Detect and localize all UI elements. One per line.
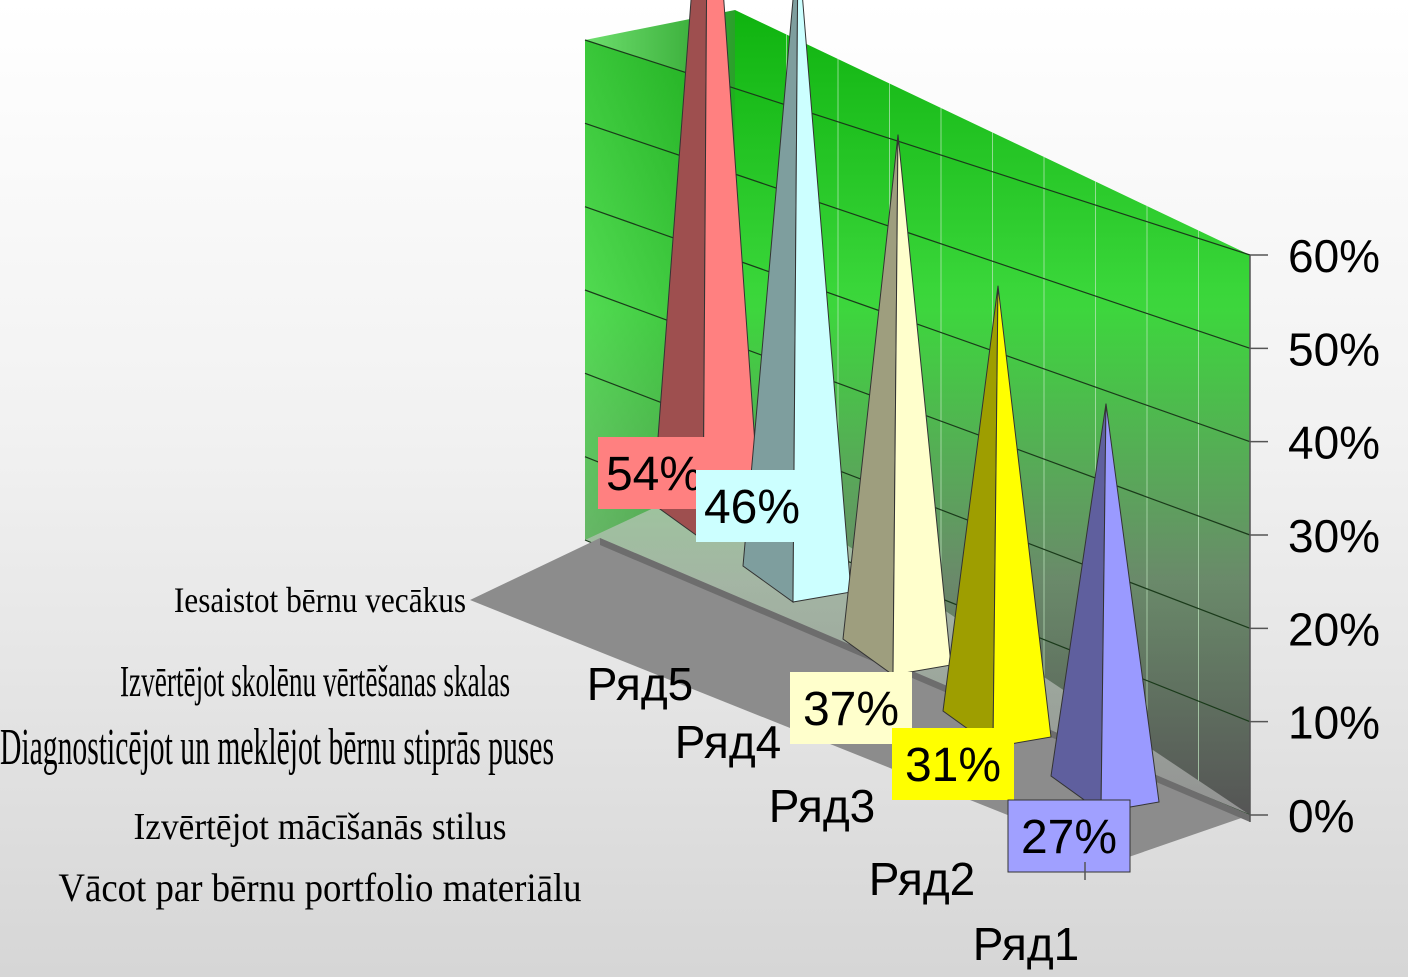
y-tick-label: 60% <box>1288 230 1380 282</box>
series-label: Ряд4 <box>675 716 782 768</box>
value-axis: 0% 10% 20% 30% 40% 50% 60% <box>1249 230 1380 842</box>
series-label: Ряд1 <box>973 918 1080 970</box>
data-label-box <box>790 672 912 744</box>
series-axis: Ряд1 Ряд2 Ряд3 Ряд4 Ряд5 <box>587 658 1086 970</box>
data-label: 37% <box>803 683 899 736</box>
pyramid-face-right <box>892 134 952 676</box>
pyramids <box>652 0 1160 813</box>
y-tick-label: 0% <box>1288 790 1354 842</box>
series-label: Ряд5 <box>587 658 694 710</box>
data-label: 31% <box>905 739 1001 792</box>
y-tick-label: 20% <box>1288 603 1380 655</box>
y-tick-label: 30% <box>1288 510 1380 562</box>
data-label: 54% <box>606 448 702 501</box>
y-tick-label: 10% <box>1288 697 1380 749</box>
pyramid-face-right <box>992 285 1052 748</box>
legend-item-5: Vācot par bērnu portfolio materiālu <box>58 865 582 910</box>
legend-item-2: Izvērtējot skolēnu vērtēšanas skalas <box>119 657 511 706</box>
data-label: 27% <box>1021 811 1117 864</box>
y-tick-label: 50% <box>1288 323 1380 375</box>
data-label: 46% <box>704 481 800 534</box>
data-label-box <box>696 470 808 542</box>
series-label: Ряд2 <box>869 853 976 905</box>
legend-item-3: Diagnosticējot un meklējot bērnu stiprās… <box>0 719 555 776</box>
series-label: Ряд3 <box>769 780 876 832</box>
legend-item-4: Izvērtējot mācīšanās stilus <box>133 806 507 848</box>
legend-item-1: Iesaistot bērnu vecākus <box>173 580 467 620</box>
data-label-box <box>1007 799 1131 873</box>
pyramid-face-right <box>792 0 852 603</box>
y-tick-label: 40% <box>1288 417 1380 469</box>
data-labels: 54%46% 37%31% 27% <box>598 437 1131 873</box>
data-label-box <box>598 437 710 509</box>
data-label-box <box>892 728 1014 800</box>
